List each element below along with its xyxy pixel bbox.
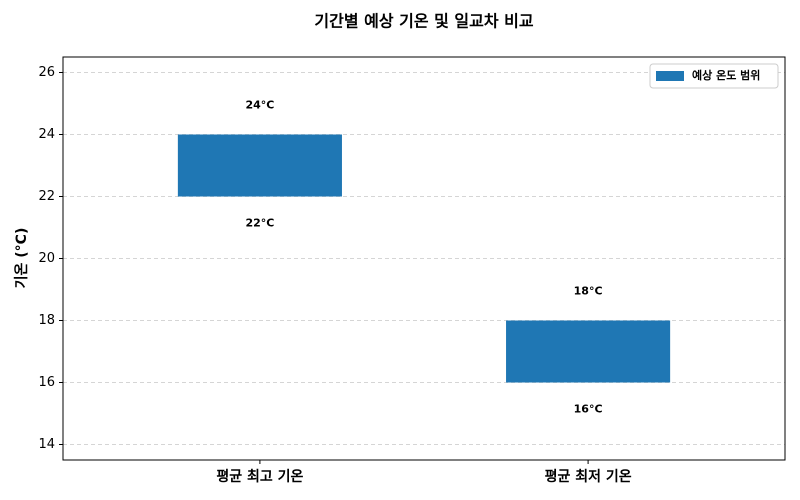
legend-frame: [649, 63, 779, 89]
value-label: 18°C: [574, 285, 603, 298]
value-label: 16°C: [574, 403, 603, 416]
y-tick-label: 20: [38, 251, 55, 266]
value-label: 24°C: [245, 99, 274, 112]
y-axis-label: 기온 (°C): [14, 228, 30, 289]
value-label: 22°C: [245, 217, 274, 230]
y-tick-label: 16: [38, 375, 55, 390]
chart-title: 기간별 예상 기온 및 일교차 비교: [314, 12, 533, 31]
x-tick-label: 평균 최고 기온: [216, 468, 303, 485]
y-tick-label: 22: [38, 189, 55, 204]
x-tick-label: 평균 최저 기온: [545, 468, 632, 485]
y-tick-label: 26: [38, 65, 55, 80]
y-tick-label: 14: [38, 437, 55, 452]
y-tick-label: 24: [38, 127, 55, 142]
plot-frame: [62, 56, 786, 461]
legend: 예상 온도 범위: [649, 63, 779, 89]
legend-label: 예상 온도 범위: [692, 68, 760, 82]
legend-swatch: [656, 71, 684, 81]
bar: [177, 134, 342, 197]
y-tick-label: 18: [38, 313, 55, 328]
bar: [506, 320, 671, 383]
